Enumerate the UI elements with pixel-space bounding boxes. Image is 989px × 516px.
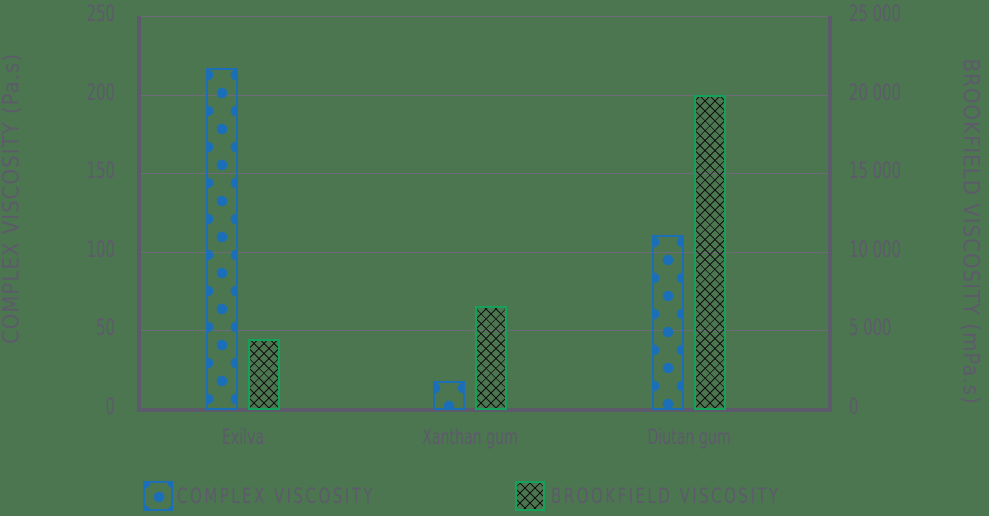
x-category-label: Exilva bbox=[221, 425, 265, 449]
bar-brookfield-viscosity bbox=[248, 339, 280, 410]
y-tick-left: 0 bbox=[105, 395, 115, 420]
legend-swatch-brookfield bbox=[515, 481, 545, 511]
y-tick-left: 200 bbox=[86, 80, 115, 106]
x-category-label: Xanthan gum bbox=[422, 425, 518, 449]
y-tick-left: 150 bbox=[86, 159, 115, 185]
y-tick-right: 15 000 bbox=[849, 159, 901, 185]
y-tick-right: 10 000 bbox=[849, 237, 901, 263]
y-axis-right bbox=[828, 16, 832, 411]
bar-complex-viscosity bbox=[433, 380, 465, 410]
gridline bbox=[139, 251, 830, 253]
y-axis-title-right: BROOKFIELD VISCOSITY (mPa.s) bbox=[957, 58, 983, 405]
legend-label-brookfield: BROOKFIELD VISCOSITY bbox=[551, 484, 781, 508]
y-tick-right: 0 bbox=[849, 395, 859, 420]
y-axis-title-left: COMPLEX VISCOSITY (Pa.s) bbox=[0, 52, 25, 345]
x-axis bbox=[137, 408, 832, 412]
bar-complex-viscosity bbox=[652, 234, 684, 410]
y-tick-right: 20 000 bbox=[849, 80, 901, 106]
bar-complex-viscosity bbox=[206, 67, 238, 410]
gridline bbox=[139, 173, 830, 175]
gridline bbox=[139, 16, 830, 17]
legend-swatch-complex bbox=[143, 481, 173, 511]
y-tick-left: 50 bbox=[96, 316, 115, 342]
gridline bbox=[139, 94, 830, 96]
y-tick-right: 25 000 bbox=[849, 2, 901, 27]
x-category-label: Diutan gum bbox=[647, 425, 731, 449]
legend: COMPLEX VISCOSITY BROOKFIELD VISCOSITY bbox=[143, 481, 843, 513]
bar-brookfield-viscosity bbox=[475, 306, 507, 410]
y-tick-right: 5 000 bbox=[849, 316, 892, 342]
y-tick-left: 250 bbox=[86, 2, 115, 27]
legend-label-complex: COMPLEX VISCOSITY bbox=[177, 484, 375, 508]
y-axis-left bbox=[137, 16, 141, 411]
y-tick-left: 100 bbox=[86, 237, 115, 263]
bar-brookfield-viscosity bbox=[694, 94, 726, 410]
